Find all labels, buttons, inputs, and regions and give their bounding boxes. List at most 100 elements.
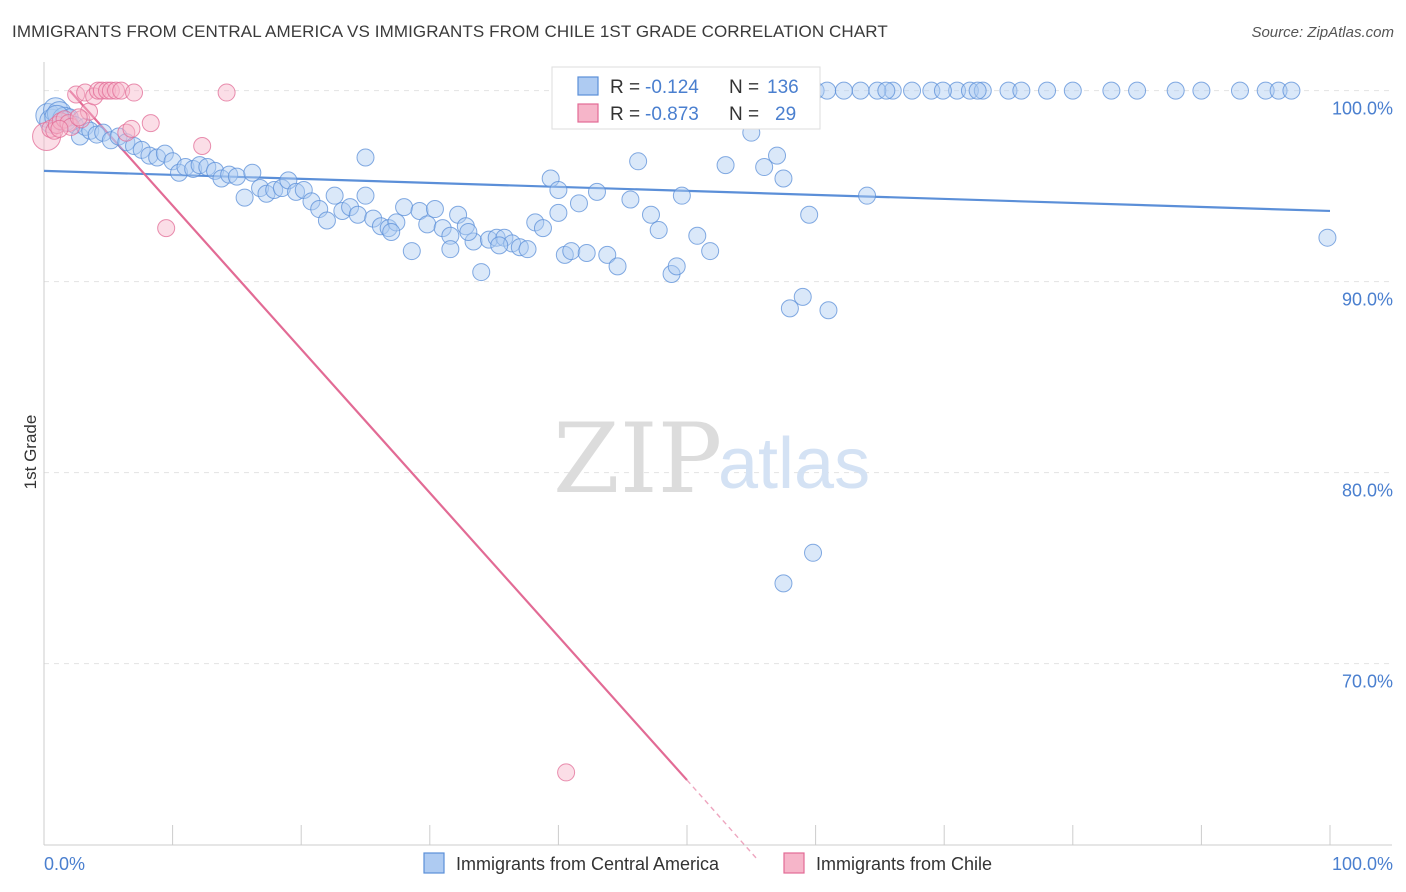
point-central-america-132 <box>490 236 509 255</box>
trend-lines <box>43 89 1331 859</box>
stats-n-label-chile: N = <box>729 104 759 125</box>
y-tick-label-3: 70.0% <box>1342 672 1393 692</box>
point-central-america-17 <box>140 146 159 165</box>
stats-n-value-chile: 29 <box>775 104 796 125</box>
point-central-america-82 <box>649 221 668 240</box>
data-points <box>32 81 1337 782</box>
legend-swatch-central-america <box>423 852 445 874</box>
stats-r-label-chile: R = <box>610 104 640 125</box>
point-central-america-53 <box>410 201 429 220</box>
point-central-america-86 <box>688 226 707 245</box>
point-central-america-103 <box>903 81 922 100</box>
point-central-america-73 <box>562 242 581 261</box>
point-central-america-89 <box>716 156 735 175</box>
y-tick-label-0: 100.0% <box>1332 99 1393 119</box>
stats-swatch-central-america <box>577 76 599 96</box>
point-central-america-78 <box>608 257 627 276</box>
y-tick-label-1: 90.0% <box>1342 290 1393 310</box>
point-central-america-118 <box>1269 81 1288 100</box>
point-central-america-130 <box>441 240 460 259</box>
point-central-america-51 <box>395 198 414 217</box>
point-central-america-138 <box>356 148 375 167</box>
stats-r-value-chile: -0.873 <box>645 104 699 125</box>
point-central-america-115 <box>1192 81 1211 100</box>
point-central-america-75 <box>577 243 596 262</box>
point-central-america-92 <box>755 158 774 177</box>
point-central-america-76 <box>587 182 606 201</box>
point-central-america-107 <box>973 81 992 100</box>
point-chile-13 <box>89 81 108 100</box>
point-central-america-28 <box>220 165 239 184</box>
point-central-america-93 <box>768 146 787 165</box>
point-central-america-95 <box>780 299 799 318</box>
point-chile-14 <box>92 81 111 100</box>
point-central-america-74 <box>569 194 588 213</box>
point-central-america-29 <box>227 167 246 186</box>
point-central-america-81 <box>641 205 660 224</box>
legend-swatch-chile <box>783 852 805 874</box>
point-central-america-80 <box>629 152 648 171</box>
point-central-america-134 <box>549 203 568 222</box>
point-central-america-44 <box>341 198 360 217</box>
watermark-zip: ZIP <box>553 403 722 515</box>
point-central-america-79 <box>621 190 640 209</box>
point-central-america-31 <box>243 163 262 182</box>
trend-line-central-america <box>43 169 1331 213</box>
point-central-america-19 <box>155 144 174 163</box>
point-central-america-34 <box>265 180 284 199</box>
point-central-america-112 <box>1102 81 1121 100</box>
point-central-america-77 <box>598 245 617 264</box>
point-chile-21 <box>125 83 144 102</box>
y-axis-label: 1st Grade <box>21 415 40 490</box>
point-chile-7 <box>62 117 81 136</box>
point-central-america-30 <box>235 188 254 207</box>
point-central-america-110 <box>1038 81 1057 100</box>
point-central-america-61 <box>472 263 491 282</box>
axes <box>43 62 1392 846</box>
point-central-america-126 <box>868 81 887 100</box>
y-tick-labels: 100.0% 90.0% 80.0% 70.0% <box>1332 99 1393 692</box>
point-central-america-131 <box>459 222 478 241</box>
point-central-america-137 <box>774 574 793 593</box>
point-central-america-57 <box>441 226 460 245</box>
stats-n-value-central-america: 136 <box>767 77 799 98</box>
stats-r-value-central-america: -0.124 <box>645 77 699 98</box>
point-chile-22 <box>141 114 160 133</box>
point-central-america-128 <box>933 81 952 100</box>
point-central-america-39 <box>302 192 321 211</box>
point-central-america-47 <box>364 209 383 228</box>
point-central-america-37 <box>287 182 306 201</box>
stats-legend-box: R = -0.124 N = 136 R = -0.873 N = 29 <box>551 66 821 130</box>
y-tick-label-2: 80.0% <box>1342 481 1393 501</box>
point-central-america-108 <box>999 81 1018 100</box>
point-central-america-55 <box>425 200 444 219</box>
bottom-legend: Immigrants from Central America Immigran… <box>423 852 992 874</box>
watermark-atlas: atlas <box>718 424 870 504</box>
point-central-america-99 <box>819 301 838 320</box>
trend-line-extension-chile <box>686 779 757 859</box>
x-tick-label-1: 100.0% <box>1332 854 1393 874</box>
point-central-america-101 <box>858 186 877 205</box>
point-central-america-85 <box>672 186 691 205</box>
point-central-america-60 <box>464 232 483 251</box>
point-central-america-66 <box>510 238 529 257</box>
point-central-america-42 <box>325 186 344 205</box>
point-chile-9 <box>72 110 91 129</box>
point-central-america-102 <box>883 81 902 100</box>
point-chile-20 <box>122 119 141 138</box>
point-central-america-106 <box>960 81 979 100</box>
point-central-america-69 <box>533 219 552 238</box>
point-chile-15 <box>98 81 117 100</box>
point-central-america-136 <box>804 543 823 562</box>
legend-label-chile: Immigrants from Chile <box>816 854 992 874</box>
point-central-america-129 <box>968 81 987 100</box>
point-central-america-48 <box>371 217 390 236</box>
point-central-america-46 <box>356 186 375 205</box>
point-central-america-50 <box>387 213 406 232</box>
point-central-america-116 <box>1230 81 1249 100</box>
stats-r-label-central-america: R = <box>610 77 640 98</box>
point-central-america-94 <box>774 169 793 188</box>
point-chile-27 <box>50 119 69 138</box>
point-central-america-109 <box>1012 81 1031 100</box>
